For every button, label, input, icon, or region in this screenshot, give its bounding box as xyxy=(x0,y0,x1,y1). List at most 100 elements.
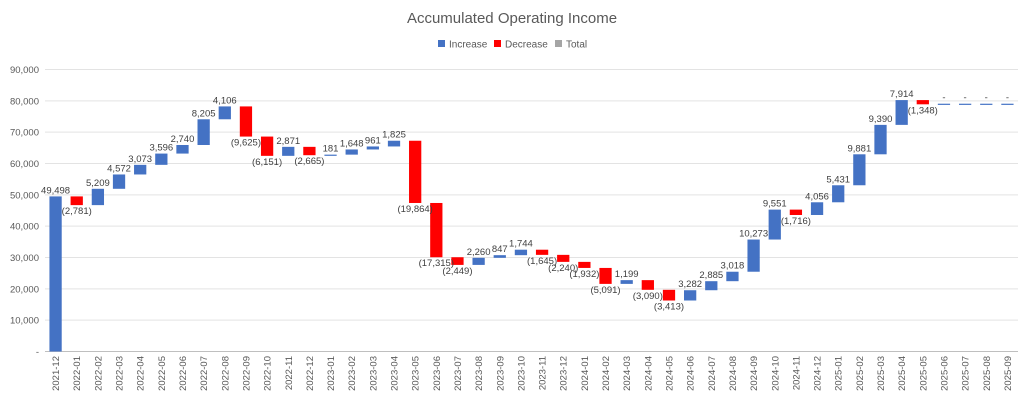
data-label: 3,073 xyxy=(128,154,152,165)
x-tick-label: 2022-08 xyxy=(220,356,231,391)
bar-increase xyxy=(387,140,401,147)
data-label: 9,390 xyxy=(869,114,893,125)
data-label: (5,091) xyxy=(590,285,620,296)
x-tick-label: 2024-12 xyxy=(813,356,824,391)
bar-increase xyxy=(49,196,62,352)
data-label: (2,240) xyxy=(548,263,578,274)
x-tick-label: 2024-06 xyxy=(686,356,697,391)
data-label: - xyxy=(1006,92,1009,103)
bar-decrease xyxy=(662,289,676,301)
data-label: 1,648 xyxy=(340,138,364,149)
y-tick-label: 20,000 xyxy=(10,284,39,295)
x-tick-label: 2024-07 xyxy=(707,356,718,391)
x-tick-label: 2022-04 xyxy=(136,356,147,391)
data-label: - xyxy=(985,92,988,103)
bar-decrease xyxy=(430,202,443,258)
data-label: 961 xyxy=(365,135,381,146)
bar-increase xyxy=(768,209,781,240)
data-label: 3,018 xyxy=(721,261,745,272)
x-axis: 2021-12 2022-01 2022-02 2022-03 2022-04 2022-… xyxy=(51,356,1014,391)
legend-label-decrease: Decrease xyxy=(505,40,548,51)
legend-swatch-decrease xyxy=(494,40,501,47)
x-tick-label: 2023-03 xyxy=(368,356,379,391)
bar-increase xyxy=(747,239,760,272)
y-tick-label: 90,000 xyxy=(10,65,39,76)
bar-decrease xyxy=(789,209,803,215)
bar-decrease xyxy=(303,146,316,156)
bar-decrease xyxy=(557,254,570,262)
data-label: 1,199 xyxy=(615,269,639,280)
bar-increase xyxy=(155,153,168,165)
data-label: (1,716) xyxy=(781,216,811,227)
y-tick-label: - xyxy=(36,347,39,358)
data-label: 4,572 xyxy=(107,163,131,174)
legend-label-total: Total xyxy=(566,40,587,51)
data-label: (6,151) xyxy=(252,157,282,168)
bar-increase xyxy=(197,119,210,145)
x-tick-label: 2024-04 xyxy=(643,356,654,391)
y-tick-label: 60,000 xyxy=(10,159,39,170)
bar-increase xyxy=(472,257,485,265)
data-label: 2,740 xyxy=(171,134,195,145)
x-tick-label: 2022-05 xyxy=(157,356,168,391)
bar-decrease xyxy=(535,249,549,255)
bar-increase xyxy=(514,249,528,256)
x-tick-label: 2024-08 xyxy=(728,356,739,391)
x-tick-label: 2021-12 xyxy=(51,356,62,391)
data-label: 1,744 xyxy=(509,239,533,250)
x-tick-label: 2025-05 xyxy=(918,356,929,391)
x-tick-label: 2025-04 xyxy=(897,356,908,391)
x-tick-label: 2023-01 xyxy=(326,356,337,391)
x-tick-label: 2023-04 xyxy=(390,356,401,391)
x-tick-label: 2023-06 xyxy=(432,356,443,391)
data-label: 5,209 xyxy=(86,178,110,189)
legend-swatch-increase xyxy=(438,40,445,47)
bar-decrease xyxy=(578,261,591,268)
x-tick-label: 2023-05 xyxy=(411,356,422,391)
data-label: 1,825 xyxy=(382,130,406,141)
data-label: 181 xyxy=(323,144,339,155)
bar-increase xyxy=(493,255,506,258)
y-tick-label: 80,000 xyxy=(10,96,39,107)
y-tick-label: 10,000 xyxy=(10,316,39,327)
bar-increase xyxy=(874,124,887,155)
bar-increase xyxy=(620,280,633,284)
x-tick-label: 2025-02 xyxy=(855,356,866,391)
bar-increase xyxy=(218,106,231,120)
x-tick-label: 2024-09 xyxy=(749,356,760,391)
data-label: 3,596 xyxy=(149,143,173,154)
x-tick-label: 2023-02 xyxy=(347,356,358,391)
data-label: - xyxy=(964,92,967,103)
bar-increase xyxy=(895,100,908,125)
bar-increase xyxy=(324,154,337,156)
x-tick-label: 2025-09 xyxy=(1003,356,1014,391)
x-tick-label: 2022-01 xyxy=(72,356,83,391)
bar-increase xyxy=(91,188,105,206)
x-tick-label: 2022-07 xyxy=(199,356,210,391)
data-label: 4,106 xyxy=(213,95,237,106)
bar-decrease xyxy=(599,267,612,284)
x-tick-label: 2024-01 xyxy=(580,356,591,391)
x-tick-label: 2023-10 xyxy=(516,356,527,391)
x-tick-label: 2024-03 xyxy=(622,356,633,391)
bar-increase xyxy=(810,202,824,215)
x-tick-label: 2025-07 xyxy=(961,356,972,391)
data-label: 9,551 xyxy=(763,199,787,210)
x-tick-label: 2023-09 xyxy=(495,356,506,391)
bar-increase xyxy=(282,146,295,156)
bar-decrease xyxy=(409,140,422,203)
x-tick-label: 2022-03 xyxy=(115,356,126,391)
legend-label-increase: Increase xyxy=(449,40,488,51)
data-label: 10,273 xyxy=(739,229,768,240)
data-label: 7,914 xyxy=(890,89,914,100)
bar-increase xyxy=(134,164,147,175)
data-label: 4,056 xyxy=(805,191,829,202)
x-tick-label: 2022-11 xyxy=(284,356,295,390)
x-tick-label: 2025-03 xyxy=(876,356,887,391)
bar-increase xyxy=(112,174,126,189)
x-tick-label: 2022-06 xyxy=(178,356,189,391)
bar-increase xyxy=(726,271,739,282)
legend-swatch-total xyxy=(555,40,562,47)
